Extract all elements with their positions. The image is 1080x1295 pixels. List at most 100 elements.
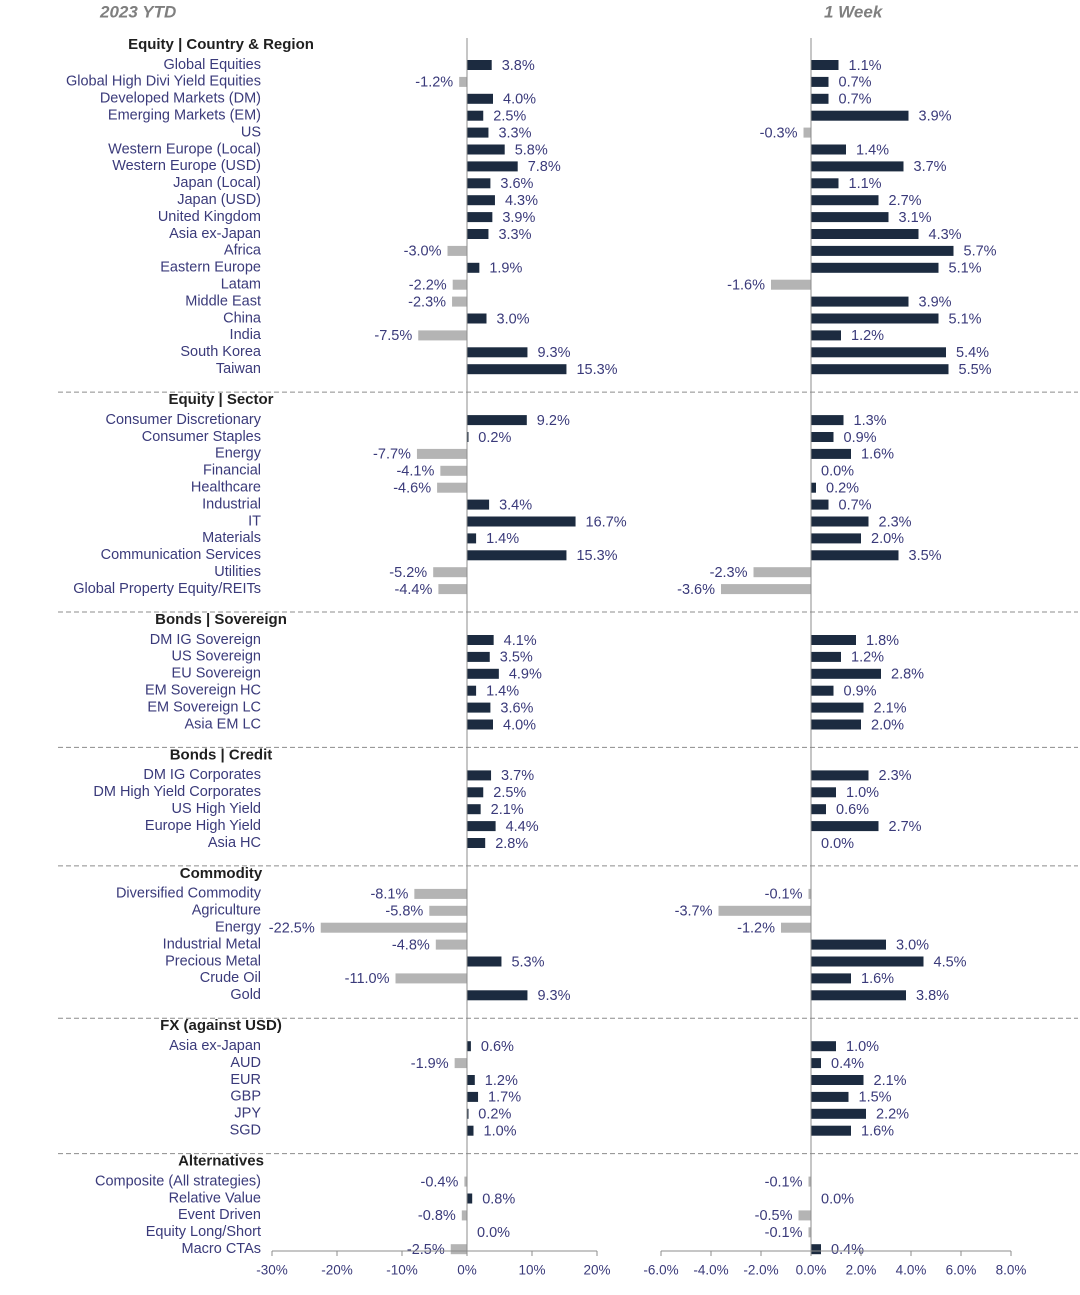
bar [811, 76, 829, 87]
bar [450, 1244, 467, 1255]
data-label: 3.3% [498, 227, 531, 243]
bar [467, 651, 490, 662]
bar [467, 178, 491, 189]
data-label: 1.3% [854, 413, 887, 429]
data-label: 5.4% [956, 345, 989, 361]
category-label: Global Property Equity/REITs [73, 581, 261, 597]
data-label: 3.9% [919, 109, 952, 125]
category-label: EM Sovereign LC [147, 699, 261, 715]
bar [467, 127, 489, 138]
category-label: Asia HC [208, 835, 261, 851]
data-label: 0.7% [839, 497, 872, 513]
bar [811, 702, 864, 713]
data-label: 1.6% [861, 1124, 894, 1140]
data-label: -3.0% [404, 244, 442, 260]
tick-label: 0% [457, 1263, 477, 1278]
category-label: Relative Value [169, 1190, 261, 1206]
group-title: Bonds | Sovereign [155, 611, 287, 628]
bar [320, 922, 467, 933]
data-label: 16.7% [586, 514, 627, 530]
data-label: -3.6% [677, 582, 715, 598]
data-label: 2.1% [874, 1073, 907, 1089]
bar [418, 330, 467, 341]
bar [395, 973, 467, 984]
data-label: 0.0% [821, 836, 854, 852]
data-label: 0.9% [844, 684, 877, 700]
category-label: Precious Metal [165, 953, 261, 969]
data-label: 4.3% [929, 227, 962, 243]
data-label: -0.4% [421, 1174, 459, 1190]
data-label: 3.1% [899, 210, 932, 226]
data-label: 3.5% [909, 548, 942, 564]
data-label: 15.3% [576, 548, 617, 564]
bar [467, 804, 481, 815]
category-label: Latam [221, 277, 261, 293]
data-label: 0.6% [481, 1039, 514, 1055]
data-label: 4.0% [503, 717, 536, 733]
bar [467, 415, 527, 426]
bar [464, 1176, 467, 1187]
data-label: 4.1% [504, 633, 537, 649]
bar [811, 144, 846, 155]
data-label: -5.2% [389, 565, 427, 581]
category-label: Energy [215, 920, 262, 936]
bar [811, 1041, 836, 1052]
category-label: US [241, 124, 261, 140]
category-label: Agriculture [192, 903, 261, 919]
bar [811, 990, 906, 1001]
tick-label: 4.0% [896, 1263, 927, 1278]
bar [467, 635, 494, 645]
tick-label: -2.0% [743, 1263, 778, 1278]
category-label: US High Yield [172, 801, 261, 817]
bar [808, 1176, 811, 1187]
bar [721, 584, 811, 595]
data-label: 2.2% [876, 1107, 909, 1123]
panel-title: 2023 YTD [99, 2, 176, 21]
data-label: -4.4% [395, 582, 433, 598]
bar [811, 956, 924, 967]
data-label: 1.4% [486, 684, 519, 700]
bar [781, 922, 811, 933]
data-label: 0.4% [831, 1242, 864, 1258]
category-label: EU Sovereign [172, 666, 261, 682]
tick-label: -4.0% [693, 1263, 728, 1278]
data-label: 4.5% [934, 954, 967, 970]
bar [467, 787, 484, 798]
bar [811, 161, 904, 172]
bar [811, 313, 939, 324]
data-label: -4.8% [392, 937, 430, 953]
bar [467, 93, 493, 104]
category-label: US Sovereign [172, 649, 261, 665]
category-label: Consumer Staples [142, 429, 261, 445]
bar [811, 651, 841, 662]
group-title: FX (against USD) [160, 1017, 282, 1034]
category-label: Consumer Discretionary [105, 412, 261, 428]
data-label: 0.7% [839, 75, 872, 91]
bar [467, 1193, 473, 1204]
data-label: 1.2% [851, 328, 884, 344]
data-label: 5.1% [949, 311, 982, 327]
category-label: Africa [224, 243, 262, 259]
bar [811, 635, 856, 645]
bar [771, 279, 811, 290]
data-label: 2.1% [874, 700, 907, 716]
category-label: GBP [230, 1089, 261, 1105]
bar [467, 432, 469, 442]
data-label: 0.2% [478, 1107, 511, 1123]
bar [811, 973, 851, 984]
tick-label: -20% [321, 1263, 353, 1278]
data-label: 3.9% [919, 294, 952, 310]
category-label: Japan (USD) [177, 192, 261, 208]
data-label: 2.5% [493, 785, 526, 801]
data-label: -3.7% [675, 904, 713, 920]
category-label: Macro CTAs [182, 1241, 262, 1257]
category-label: Japan (Local) [173, 175, 261, 191]
category-label: Healthcare [191, 480, 261, 496]
category-label: Diversified Commodity [116, 886, 262, 902]
bar [467, 262, 480, 273]
data-label: 3.3% [498, 125, 531, 141]
data-label: 2.8% [495, 836, 528, 852]
bar [467, 195, 495, 206]
data-label: -7.5% [374, 328, 412, 344]
bar [811, 719, 861, 730]
